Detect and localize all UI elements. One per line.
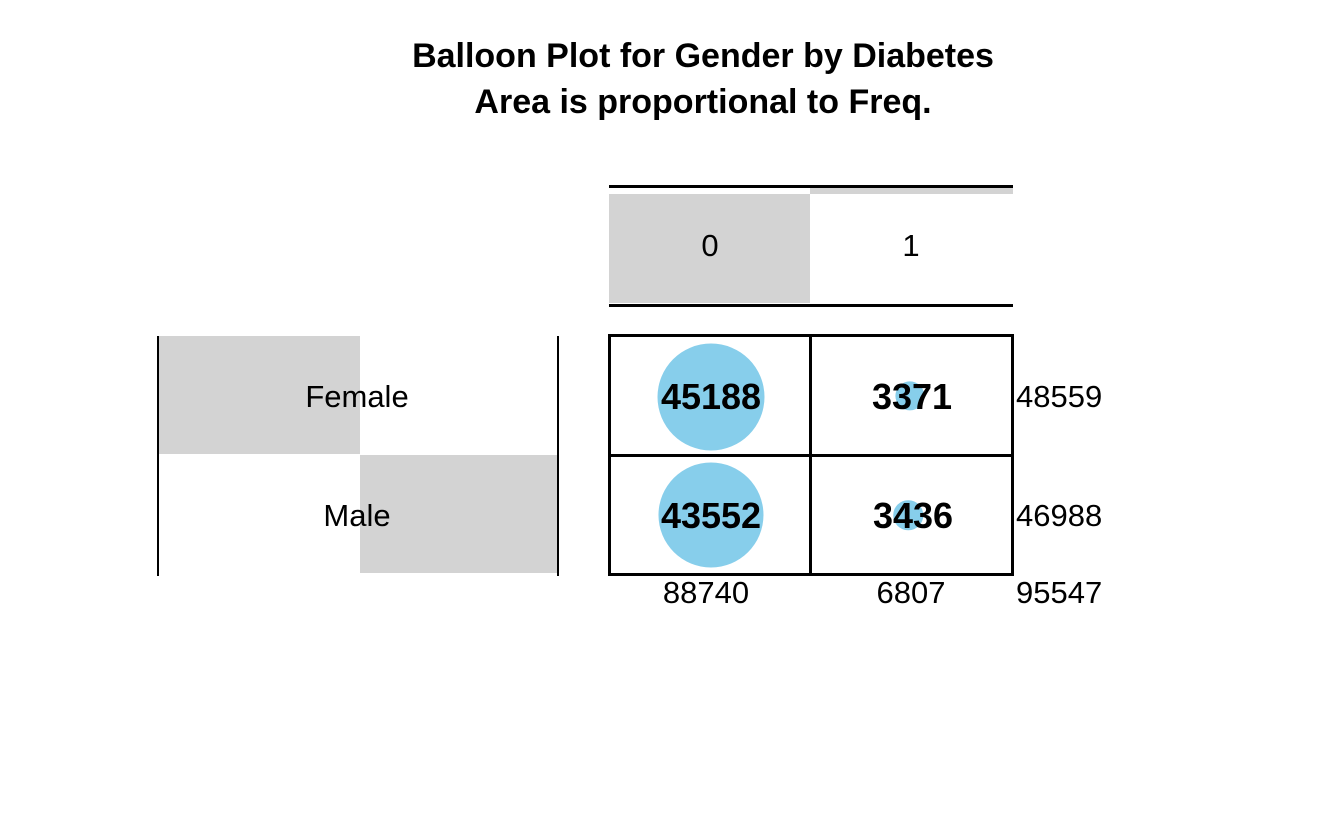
rowlabel-right-rule bbox=[557, 336, 559, 576]
row-total-male: 46988 bbox=[1016, 498, 1103, 533]
grand-total: 95547 bbox=[1016, 575, 1103, 610]
balloon-female-diabetes1 bbox=[895, 381, 925, 411]
balloon-male-diabetes0 bbox=[658, 462, 764, 568]
chart-title-line2: Area is proportional to Freq. bbox=[474, 83, 932, 121]
col-total-0: 88740 bbox=[662, 575, 750, 610]
cell-value-female-1: 3371 bbox=[871, 376, 953, 417]
balloon-female-diabetes0 bbox=[657, 343, 765, 451]
header-shade-col0 bbox=[609, 194, 810, 303]
cell-value-male-0: 43552 bbox=[660, 495, 762, 536]
cell-value-female-0: 45188 bbox=[660, 376, 762, 417]
row-total-female: 48559 bbox=[1016, 379, 1103, 414]
header-shade-col1-strip bbox=[810, 188, 1013, 194]
chart-title-line1: Balloon Plot for Gender by Diabetes bbox=[412, 37, 994, 75]
header-top-rule bbox=[609, 185, 1013, 188]
table-divider-horizontal bbox=[608, 454, 1014, 457]
col-total-1: 6807 bbox=[876, 575, 946, 610]
cell-value-male-1: 3436 bbox=[872, 495, 954, 536]
col-header-0: 0 bbox=[701, 228, 719, 263]
row-header-male: Male bbox=[323, 498, 391, 533]
rowlabel-shade-female bbox=[159, 336, 360, 454]
col-header-1: 1 bbox=[902, 228, 920, 263]
rowlabel-left-rule bbox=[157, 336, 159, 576]
row-header-female: Female bbox=[305, 379, 409, 414]
balloon-male-diabetes1 bbox=[893, 500, 923, 530]
chart-title: Balloon Plot for Gender by Diabetes Area… bbox=[412, 33, 994, 125]
rowlabel-shade-male bbox=[360, 455, 557, 573]
header-bottom-rule bbox=[609, 304, 1013, 307]
